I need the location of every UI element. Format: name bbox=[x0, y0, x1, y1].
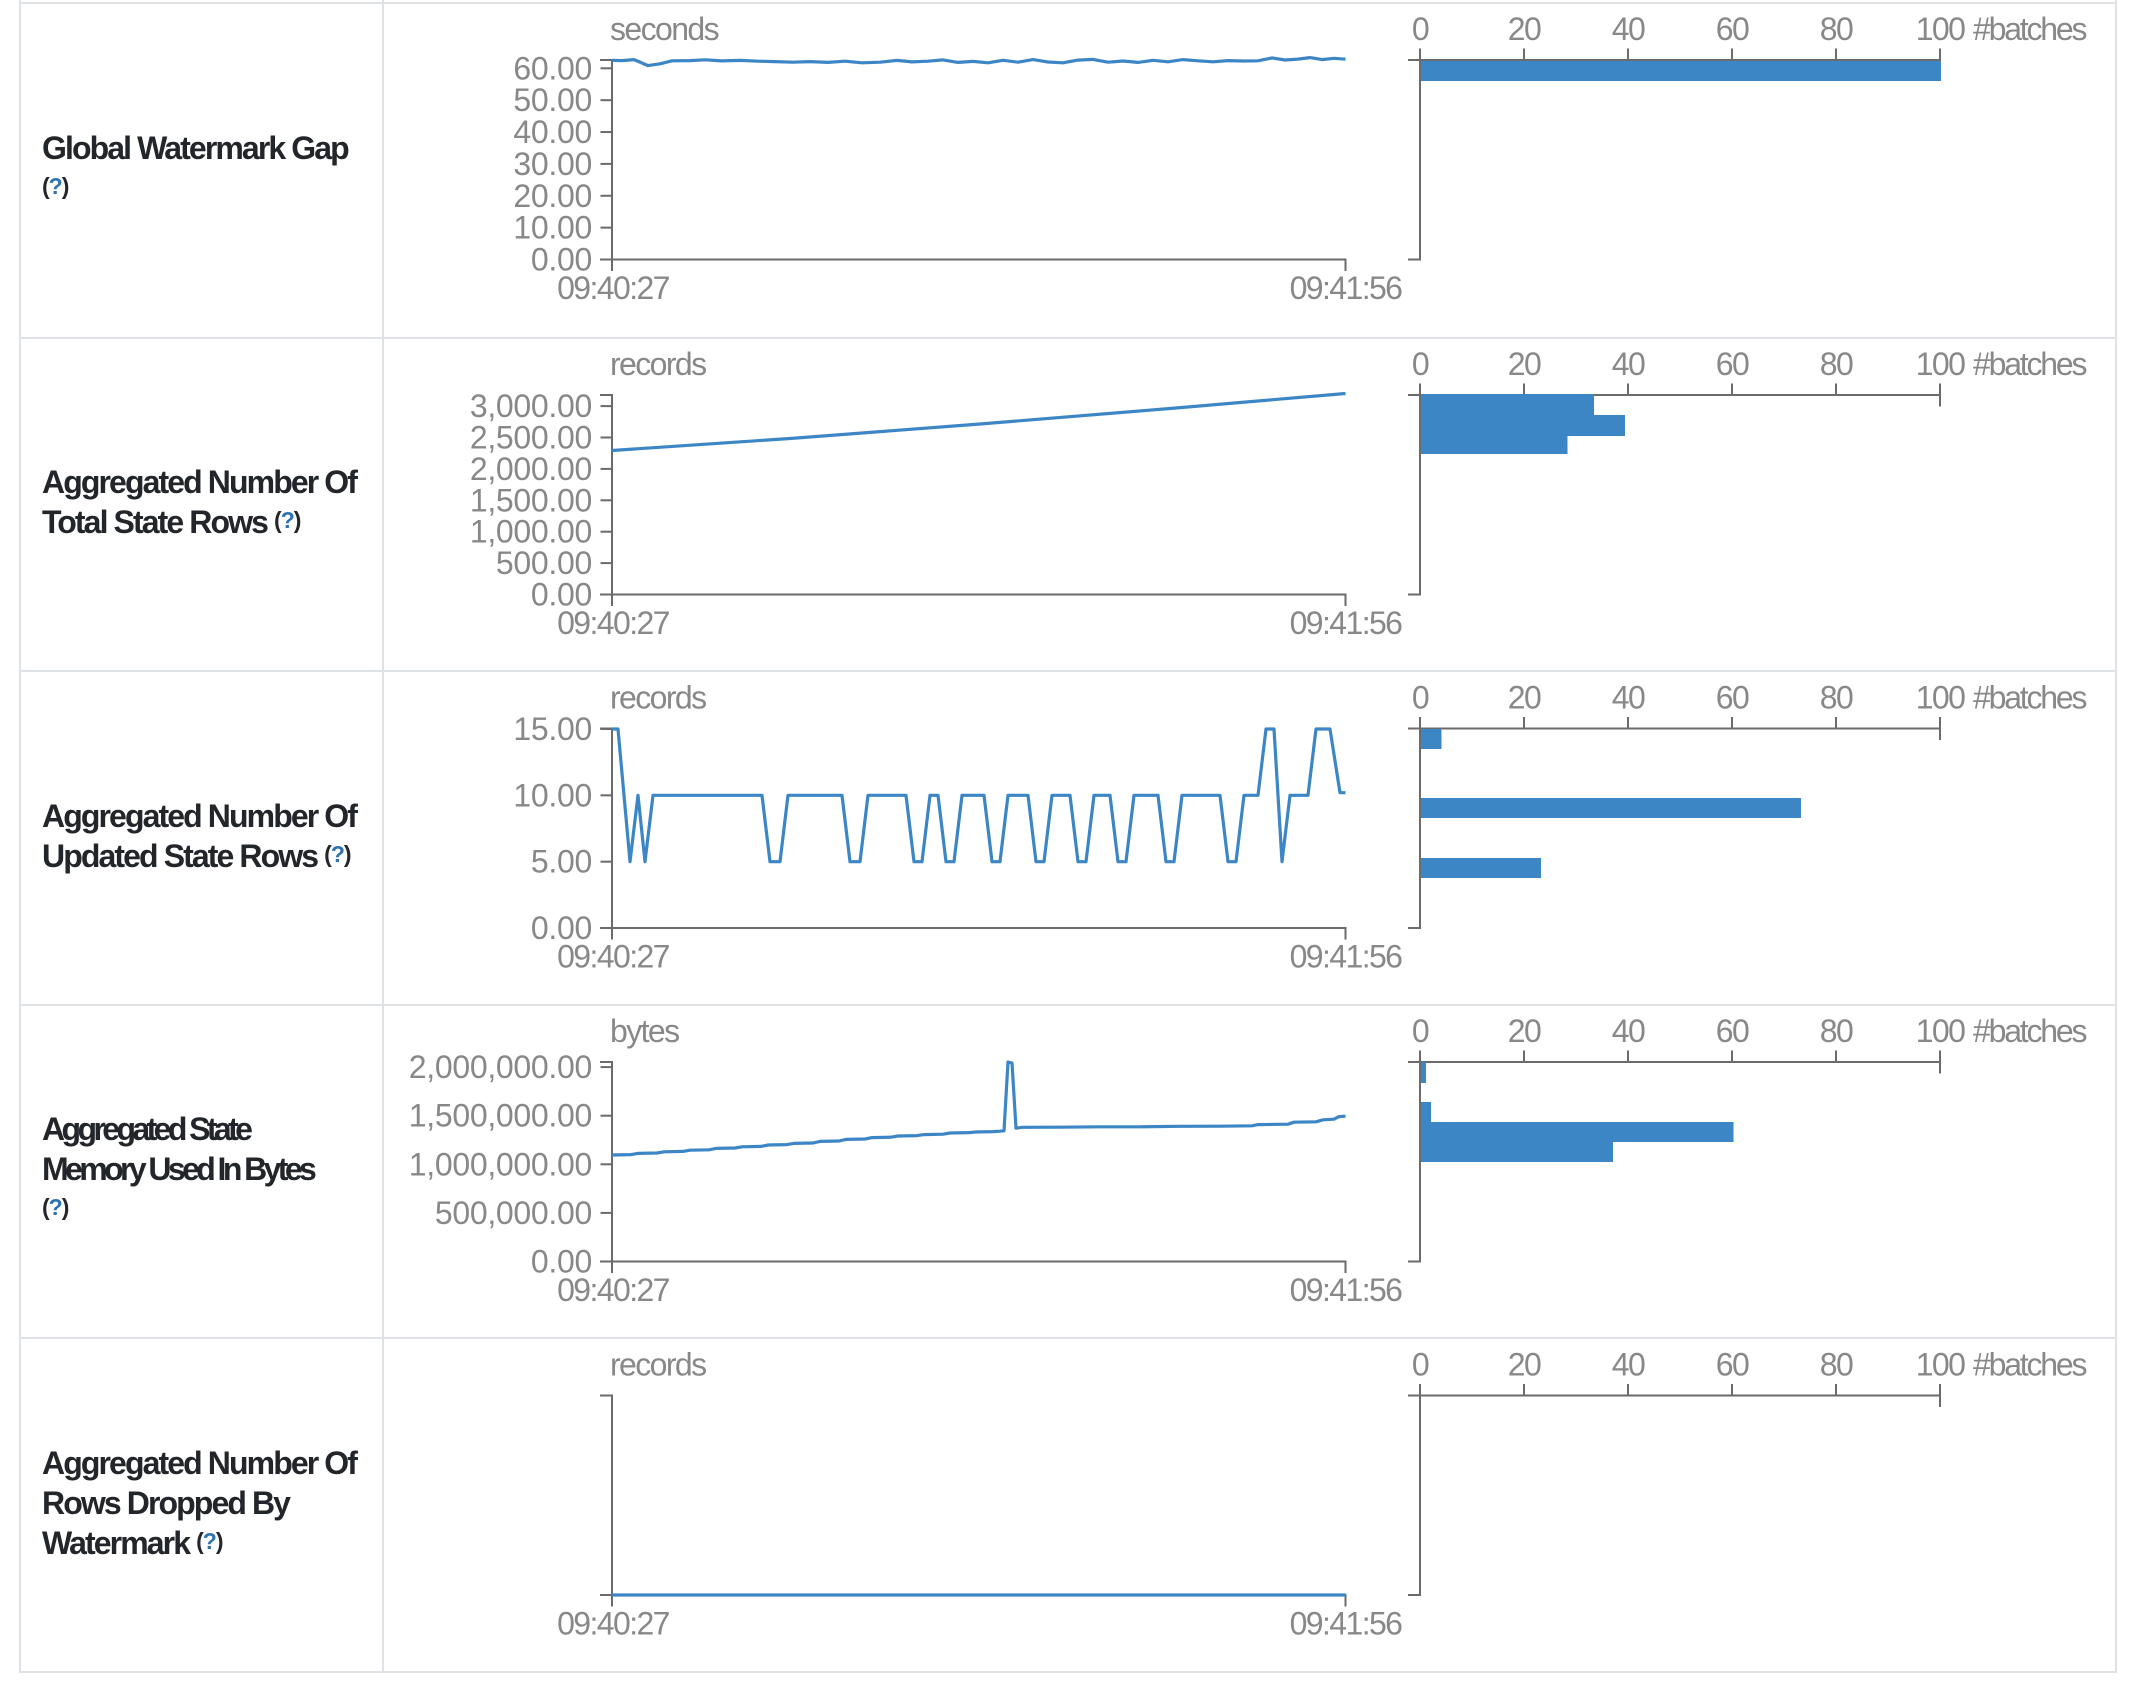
svg-text:0: 0 bbox=[1412, 346, 1429, 382]
svg-text:0.00: 0.00 bbox=[531, 910, 592, 946]
svg-text:30.00: 30.00 bbox=[513, 146, 592, 182]
svg-text:500.00: 500.00 bbox=[496, 545, 592, 581]
svg-text:09:40:27: 09:40:27 bbox=[557, 270, 670, 306]
svg-text:20: 20 bbox=[1508, 1347, 1541, 1383]
svg-text:#batches: #batches bbox=[1973, 1013, 2086, 1049]
svg-text:#batches: #batches bbox=[1973, 346, 2086, 382]
svg-text:60: 60 bbox=[1716, 11, 1749, 47]
svg-text:#batches: #batches bbox=[1973, 11, 2086, 47]
svg-text:20.00: 20.00 bbox=[513, 178, 592, 214]
svg-text:80: 80 bbox=[1820, 680, 1853, 716]
svg-text:40: 40 bbox=[1612, 11, 1645, 47]
svg-text:10.00: 10.00 bbox=[513, 777, 592, 813]
svg-text:100: 100 bbox=[1916, 680, 1965, 716]
svg-text:20: 20 bbox=[1508, 1013, 1541, 1049]
svg-text:2,000.00: 2,000.00 bbox=[470, 451, 592, 487]
svg-text:500,000.00: 500,000.00 bbox=[435, 1195, 592, 1231]
svg-text:09:41:56: 09:41:56 bbox=[1290, 270, 1403, 306]
svg-text:09:41:56: 09:41:56 bbox=[1290, 939, 1403, 975]
svg-text:09:41:56: 09:41:56 bbox=[1290, 1606, 1403, 1642]
svg-text:1,500.00: 1,500.00 bbox=[470, 482, 592, 518]
svg-text:5.00: 5.00 bbox=[531, 844, 592, 880]
svg-text:2,500.00: 2,500.00 bbox=[470, 420, 592, 456]
svg-text:20: 20 bbox=[1508, 11, 1541, 47]
svg-text:1,000.00: 1,000.00 bbox=[470, 514, 592, 550]
svg-text:0: 0 bbox=[1412, 1013, 1429, 1049]
svg-text:0.00: 0.00 bbox=[531, 577, 592, 613]
svg-text:60: 60 bbox=[1716, 1013, 1749, 1049]
svg-text:80: 80 bbox=[1820, 11, 1853, 47]
svg-text:40: 40 bbox=[1612, 346, 1645, 382]
svg-text:records: records bbox=[610, 346, 706, 382]
svg-text:100: 100 bbox=[1916, 11, 1965, 47]
svg-text:80: 80 bbox=[1820, 1013, 1853, 1049]
svg-text:0.00: 0.00 bbox=[531, 1244, 592, 1280]
svg-text:100: 100 bbox=[1916, 346, 1965, 382]
svg-text:09:41:56: 09:41:56 bbox=[1290, 1272, 1403, 1308]
svg-text:60: 60 bbox=[1716, 680, 1749, 716]
svg-text:20: 20 bbox=[1508, 346, 1541, 382]
svg-text:seconds: seconds bbox=[610, 11, 719, 47]
svg-text:50.00: 50.00 bbox=[513, 82, 592, 118]
svg-text:60: 60 bbox=[1716, 346, 1749, 382]
svg-text:0.00: 0.00 bbox=[531, 242, 592, 278]
svg-text:09:40:27: 09:40:27 bbox=[557, 605, 670, 641]
svg-text:40: 40 bbox=[1612, 1347, 1645, 1383]
svg-text:80: 80 bbox=[1820, 346, 1853, 382]
svg-text:#batches: #batches bbox=[1973, 680, 2086, 716]
svg-text:15.00: 15.00 bbox=[513, 711, 592, 747]
svg-text:20: 20 bbox=[1508, 680, 1541, 716]
svg-text:records: records bbox=[610, 680, 706, 716]
svg-text:100: 100 bbox=[1916, 1013, 1965, 1049]
svg-text:09:40:27: 09:40:27 bbox=[557, 1606, 670, 1642]
svg-text:60.00: 60.00 bbox=[513, 50, 592, 86]
svg-text:0: 0 bbox=[1412, 680, 1429, 716]
svg-text:80: 80 bbox=[1820, 1347, 1853, 1383]
svg-text:1,000,000.00: 1,000,000.00 bbox=[409, 1146, 592, 1182]
svg-text:#batches: #batches bbox=[1973, 1347, 2086, 1383]
svg-text:09:40:27: 09:40:27 bbox=[557, 939, 670, 975]
svg-text:09:40:27: 09:40:27 bbox=[557, 1272, 670, 1308]
svg-text:3,000.00: 3,000.00 bbox=[470, 388, 592, 424]
svg-text:100: 100 bbox=[1916, 1347, 1965, 1383]
svg-text:0: 0 bbox=[1412, 11, 1429, 47]
svg-text:1,500,000.00: 1,500,000.00 bbox=[409, 1098, 592, 1134]
svg-text:10.00: 10.00 bbox=[513, 210, 592, 246]
svg-text:bytes: bytes bbox=[610, 1013, 679, 1049]
svg-text:40.00: 40.00 bbox=[513, 114, 592, 150]
svg-text:0: 0 bbox=[1412, 1347, 1429, 1383]
svg-text:40: 40 bbox=[1612, 680, 1645, 716]
svg-text:40: 40 bbox=[1612, 1013, 1645, 1049]
svg-text:60: 60 bbox=[1716, 1347, 1749, 1383]
svg-text:2,000,000.00: 2,000,000.00 bbox=[409, 1049, 592, 1085]
svg-text:records: records bbox=[610, 1347, 706, 1383]
svg-text:09:41:56: 09:41:56 bbox=[1290, 605, 1403, 641]
